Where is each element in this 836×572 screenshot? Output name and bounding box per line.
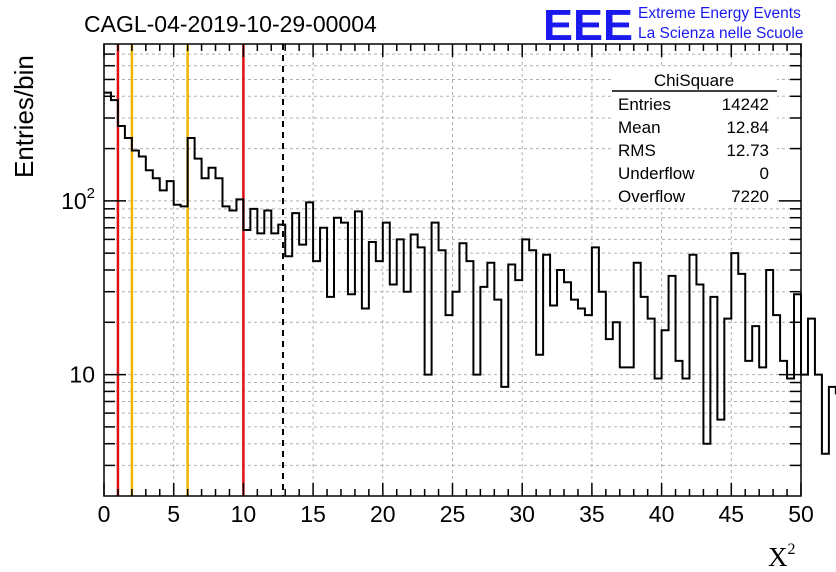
stats-label: Underflow [618,164,695,183]
x-tick-label: 5 [167,501,180,527]
x-tick-label: 10 [231,501,257,527]
eee-logo-line1: Extreme Energy Events [638,5,801,22]
eee-logo: EEE Extreme Energy Events La Scienza nel… [543,1,803,50]
x-tick-label: 40 [649,501,675,527]
x-tick-label: 15 [300,501,326,527]
y-axis-label: Entries/bin [9,55,39,178]
y-tick-label: 10 [69,362,95,388]
x-axis-label-sup: 2 [788,541,796,558]
stats-label: RMS [618,141,656,160]
eee-logo-mark: EEE [543,1,633,50]
x-tick-label: 0 [98,501,111,527]
axis-ticks [103,44,802,496]
stats-box: ChiSquare Entries 14242 Mean 12.84 RMS 12.73 U… [612,68,777,208]
x-tick-label: 30 [509,501,535,527]
x-axis-label-base: X [768,542,788,572]
y-tick-label-base: 10 [61,188,87,214]
x-tick-labels: 0 5 10 15 20 25 30 35 40 45 50 [98,501,814,527]
x-axis-label: X2 [768,541,796,572]
x-tick-label: 50 [788,501,814,527]
stats-value: 0 [760,164,769,183]
y-tick-label-exp: 2 [87,185,95,202]
stats-label: Mean [618,118,661,137]
stats-value: 7220 [731,187,769,206]
stats-title: ChiSquare [654,71,734,90]
y-tick-label: 102 [61,185,95,214]
stats-value: 14242 [722,95,769,114]
histogram-step-line [104,91,836,455]
x-tick-label: 35 [579,501,605,527]
stats-value: 12.73 [726,141,769,160]
grid-lines [104,44,801,496]
stats-value: 12.84 [726,118,769,137]
x-tick-label: 25 [440,501,466,527]
x-tick-label: 45 [719,501,745,527]
chart-title: CAGL-04-2019-10-29-00004 [84,11,377,37]
eee-logo-line2: La Scienza nelle Scuole [638,25,803,42]
stats-label: Entries [618,95,671,114]
x-tick-label: 20 [370,501,396,527]
y-tick-label-base: 10 [69,362,95,388]
plot-frame [103,43,802,497]
stats-label: Overflow [618,187,686,206]
